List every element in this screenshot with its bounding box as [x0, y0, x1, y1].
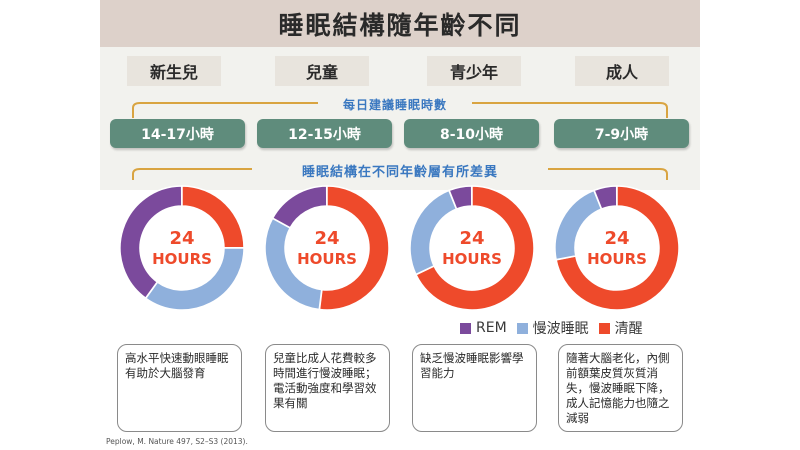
donut-chart-child: 24 HOURS: [262, 183, 392, 313]
note-child: 兒童比成人花費較多時間進行慢波睡眠；電活動強度和學習效果有關: [265, 344, 390, 432]
donut-center: [576, 207, 658, 289]
note-teen: 缺乏慢波睡眠影響學習能力: [412, 344, 537, 432]
donut-slice-awake: [415, 185, 535, 311]
center-label-unit: HOURS: [152, 250, 212, 268]
citation: Peplow, M. Nature 497, S2–S3 (2013).: [106, 437, 248, 446]
legend-label-awake: 清醒: [614, 321, 643, 337]
hours-pill-adult: 7-9小時: [554, 119, 689, 148]
donut-slice-rem: [271, 185, 328, 229]
age-group-teen: 青少年: [427, 56, 521, 86]
donut-center: [431, 207, 513, 289]
center-label-number: 24: [314, 228, 339, 249]
donut-chart-newborn: 24 HOURS: [117, 183, 247, 313]
legend-swatch-rem: [460, 322, 471, 334]
center-label-number: 24: [169, 228, 194, 249]
legend-label-rem: REM: [476, 320, 507, 336]
center-label-unit: HOURS: [587, 250, 647, 268]
center-label-unit: HOURS: [297, 250, 357, 268]
note-newborn: 高水平快速動眼睡眠有助於大腦發育: [117, 344, 242, 432]
center-label-number: 24: [459, 228, 484, 249]
age-group-newborn: 新生兒: [127, 56, 221, 86]
donut-slice-awake: [555, 185, 680, 311]
center-label-unit: HOURS: [442, 250, 502, 268]
donut-center: [141, 207, 223, 289]
sleep-hours-label: 每日建議睡眠時數: [318, 96, 472, 114]
hours-pill-child: 12-15小時: [257, 119, 392, 148]
legend-swatch-awake: [598, 322, 610, 334]
note-adult: 隨著大腦老化，內側前額葉皮質灰質消失，慢波睡眠下降，成人記憶能力也隨之減弱: [558, 344, 683, 432]
legend-item-awake: 清醒: [598, 318, 643, 338]
donut-slice-rem: [119, 185, 183, 300]
slide: 睡眠結構隨年齡不同 新生兒 兒童 青少年 成人 每日建議睡眠時數 14-17小時…: [100, 0, 700, 450]
center-label-number: 24: [604, 228, 629, 249]
title-bar: 睡眠結構隨年齡不同: [100, 0, 700, 47]
chart-legend: REM 慢波睡眠 清醒: [460, 319, 700, 337]
hours-pill-newborn: 14-17小時: [110, 119, 245, 148]
legend-swatch-slow-wave: [516, 322, 528, 334]
donut-slice-rem: [448, 185, 473, 210]
legend-item-slow-wave: 慢波睡眠: [516, 318, 589, 338]
donut-slice-awake: [318, 185, 390, 311]
page-title: 睡眠結構隨年齡不同: [278, 10, 522, 40]
donut-center: [286, 207, 368, 289]
age-group-child: 兒童: [275, 56, 369, 86]
hours-pill-teen: 8-10小時: [404, 119, 539, 148]
age-group-adult: 成人: [575, 56, 669, 86]
structure-label: 睡眠結構在不同年齡層有所差異: [252, 161, 548, 181]
donut-slice-rem: [593, 185, 618, 210]
legend-label-slow-wave: 慢波睡眠: [532, 321, 589, 337]
donut-chart-adult: 24 HOURS: [552, 183, 682, 313]
legend-item-rem: REM: [460, 320, 507, 336]
donut-chart-teen: 24 HOURS: [407, 183, 537, 313]
